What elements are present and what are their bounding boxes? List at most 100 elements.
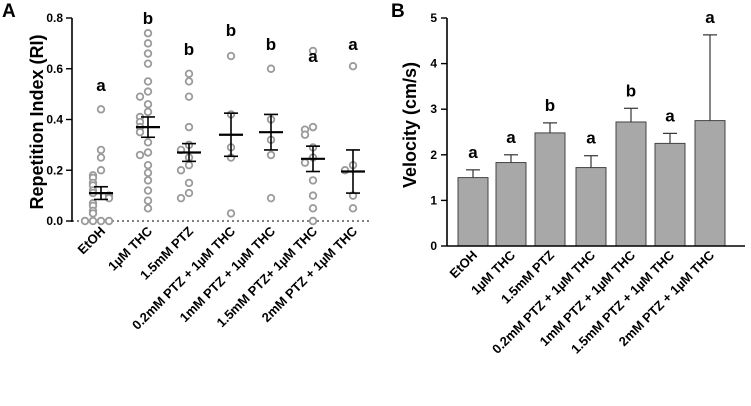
significance-letter: b bbox=[143, 9, 153, 28]
significance-letter: a bbox=[348, 35, 358, 54]
significance-letter: b bbox=[545, 96, 555, 115]
data-point bbox=[143, 148, 153, 157]
panel-a-letter: A bbox=[2, 1, 16, 22]
panel-a-y-tick-label: 0.4 bbox=[46, 113, 63, 127]
bar bbox=[457, 177, 489, 247]
significance-letter: b bbox=[626, 81, 636, 100]
panel-a-y-tick-label: 0.2 bbox=[46, 163, 63, 177]
data-point bbox=[143, 29, 153, 38]
panel-b-y-tick-label: 1 bbox=[430, 193, 437, 207]
significance-letter: a bbox=[705, 8, 715, 27]
data-point bbox=[143, 160, 153, 170]
panel-b-y-tick-label: 4 bbox=[430, 57, 437, 71]
bar bbox=[694, 120, 726, 247]
data-point bbox=[88, 209, 98, 218]
data-point bbox=[96, 166, 106, 175]
significance-letter: b bbox=[266, 35, 276, 54]
data-point bbox=[176, 193, 186, 203]
panel-b-y-tick-label: 3 bbox=[430, 102, 437, 116]
panel-a-y-tick-label: 0.6 bbox=[46, 62, 63, 76]
significance-letter: a bbox=[665, 106, 675, 125]
data-point bbox=[143, 49, 153, 58]
data-point bbox=[184, 92, 194, 101]
data-point bbox=[266, 193, 276, 203]
data-point bbox=[143, 100, 153, 109]
data-point bbox=[143, 138, 153, 147]
bar bbox=[575, 167, 607, 247]
data-point bbox=[143, 39, 153, 48]
data-point bbox=[135, 92, 145, 101]
data-point bbox=[348, 204, 358, 213]
data-point bbox=[308, 191, 318, 200]
category-label: EtOH bbox=[447, 248, 481, 282]
data-point bbox=[96, 153, 106, 162]
category-label: EtOH bbox=[75, 224, 109, 258]
significance-letter: a bbox=[308, 47, 318, 66]
data-point bbox=[308, 176, 318, 185]
data-point bbox=[135, 150, 145, 160]
data-point bbox=[143, 87, 153, 96]
bar bbox=[495, 162, 527, 247]
bar bbox=[654, 142, 686, 247]
data-point bbox=[308, 204, 318, 213]
data-point bbox=[176, 166, 186, 175]
data-point bbox=[184, 69, 194, 79]
panel-b-letter: B bbox=[391, 1, 405, 22]
data-point bbox=[135, 127, 145, 137]
data-point bbox=[184, 160, 194, 170]
data-point bbox=[226, 209, 236, 218]
data-point bbox=[80, 216, 90, 226]
data-point bbox=[184, 77, 194, 86]
data-point bbox=[88, 216, 98, 226]
panel-a-significance-letters: a b b b b a a bbox=[96, 9, 358, 95]
data-point bbox=[300, 158, 310, 167]
data-point bbox=[143, 107, 153, 117]
data-point bbox=[143, 59, 153, 68]
bar bbox=[615, 121, 647, 247]
significance-letter: a bbox=[468, 143, 478, 162]
data-point bbox=[96, 216, 106, 226]
data-point bbox=[184, 178, 194, 188]
data-point bbox=[104, 216, 114, 226]
data-point bbox=[143, 196, 153, 205]
panel-a-y-tick-label: 0.8 bbox=[46, 11, 63, 25]
panel-b-error-bars bbox=[466, 34, 717, 178]
bar bbox=[534, 132, 566, 247]
data-point bbox=[143, 186, 153, 195]
data-point bbox=[104, 193, 114, 203]
significance-letter: a bbox=[586, 129, 596, 148]
data-point bbox=[266, 150, 276, 160]
panel-a-mean-sem-bars bbox=[89, 112, 365, 201]
panel-a-y-axis-title: Repetition Index (RI) bbox=[27, 34, 47, 209]
panel-b-y-tick-label: 2 bbox=[430, 148, 437, 162]
significance-letter: b bbox=[226, 21, 236, 40]
data-point bbox=[226, 51, 236, 61]
panel-b-y-ticks: 0 1 2 3 4 5 bbox=[430, 11, 447, 253]
significance-letter: a bbox=[96, 76, 106, 95]
data-point bbox=[96, 105, 106, 114]
data-point bbox=[308, 122, 318, 132]
data-point bbox=[143, 204, 153, 213]
data-point bbox=[308, 46, 318, 56]
panel-b-y-tick-label: 5 bbox=[430, 11, 437, 25]
significance-letter: a bbox=[506, 128, 516, 147]
panel-b-y-tick-label: 0 bbox=[430, 239, 437, 253]
data-point bbox=[308, 216, 318, 226]
panel-a-scatter-chart: A Repetition Index (RI) 0.00.20.40.60.8 … bbox=[2, 1, 370, 333]
data-point bbox=[143, 77, 153, 86]
panel-a-y-tick-label: 0.0 bbox=[46, 214, 63, 228]
data-point bbox=[300, 130, 310, 139]
data-point bbox=[184, 188, 194, 198]
data-point bbox=[143, 168, 153, 177]
panel-a-y-ticks: 0.0 0.2 0.4 0.6 0.8 bbox=[46, 11, 72, 228]
data-point bbox=[143, 176, 153, 185]
panel-b-y-axis-title: Velocity (cm/s) bbox=[400, 62, 420, 188]
data-point bbox=[266, 64, 276, 73]
panel-b-significance-letters: a a b a b a a bbox=[468, 8, 715, 162]
significance-letter: b bbox=[184, 40, 194, 59]
data-point bbox=[348, 62, 358, 71]
data-point bbox=[96, 145, 106, 155]
